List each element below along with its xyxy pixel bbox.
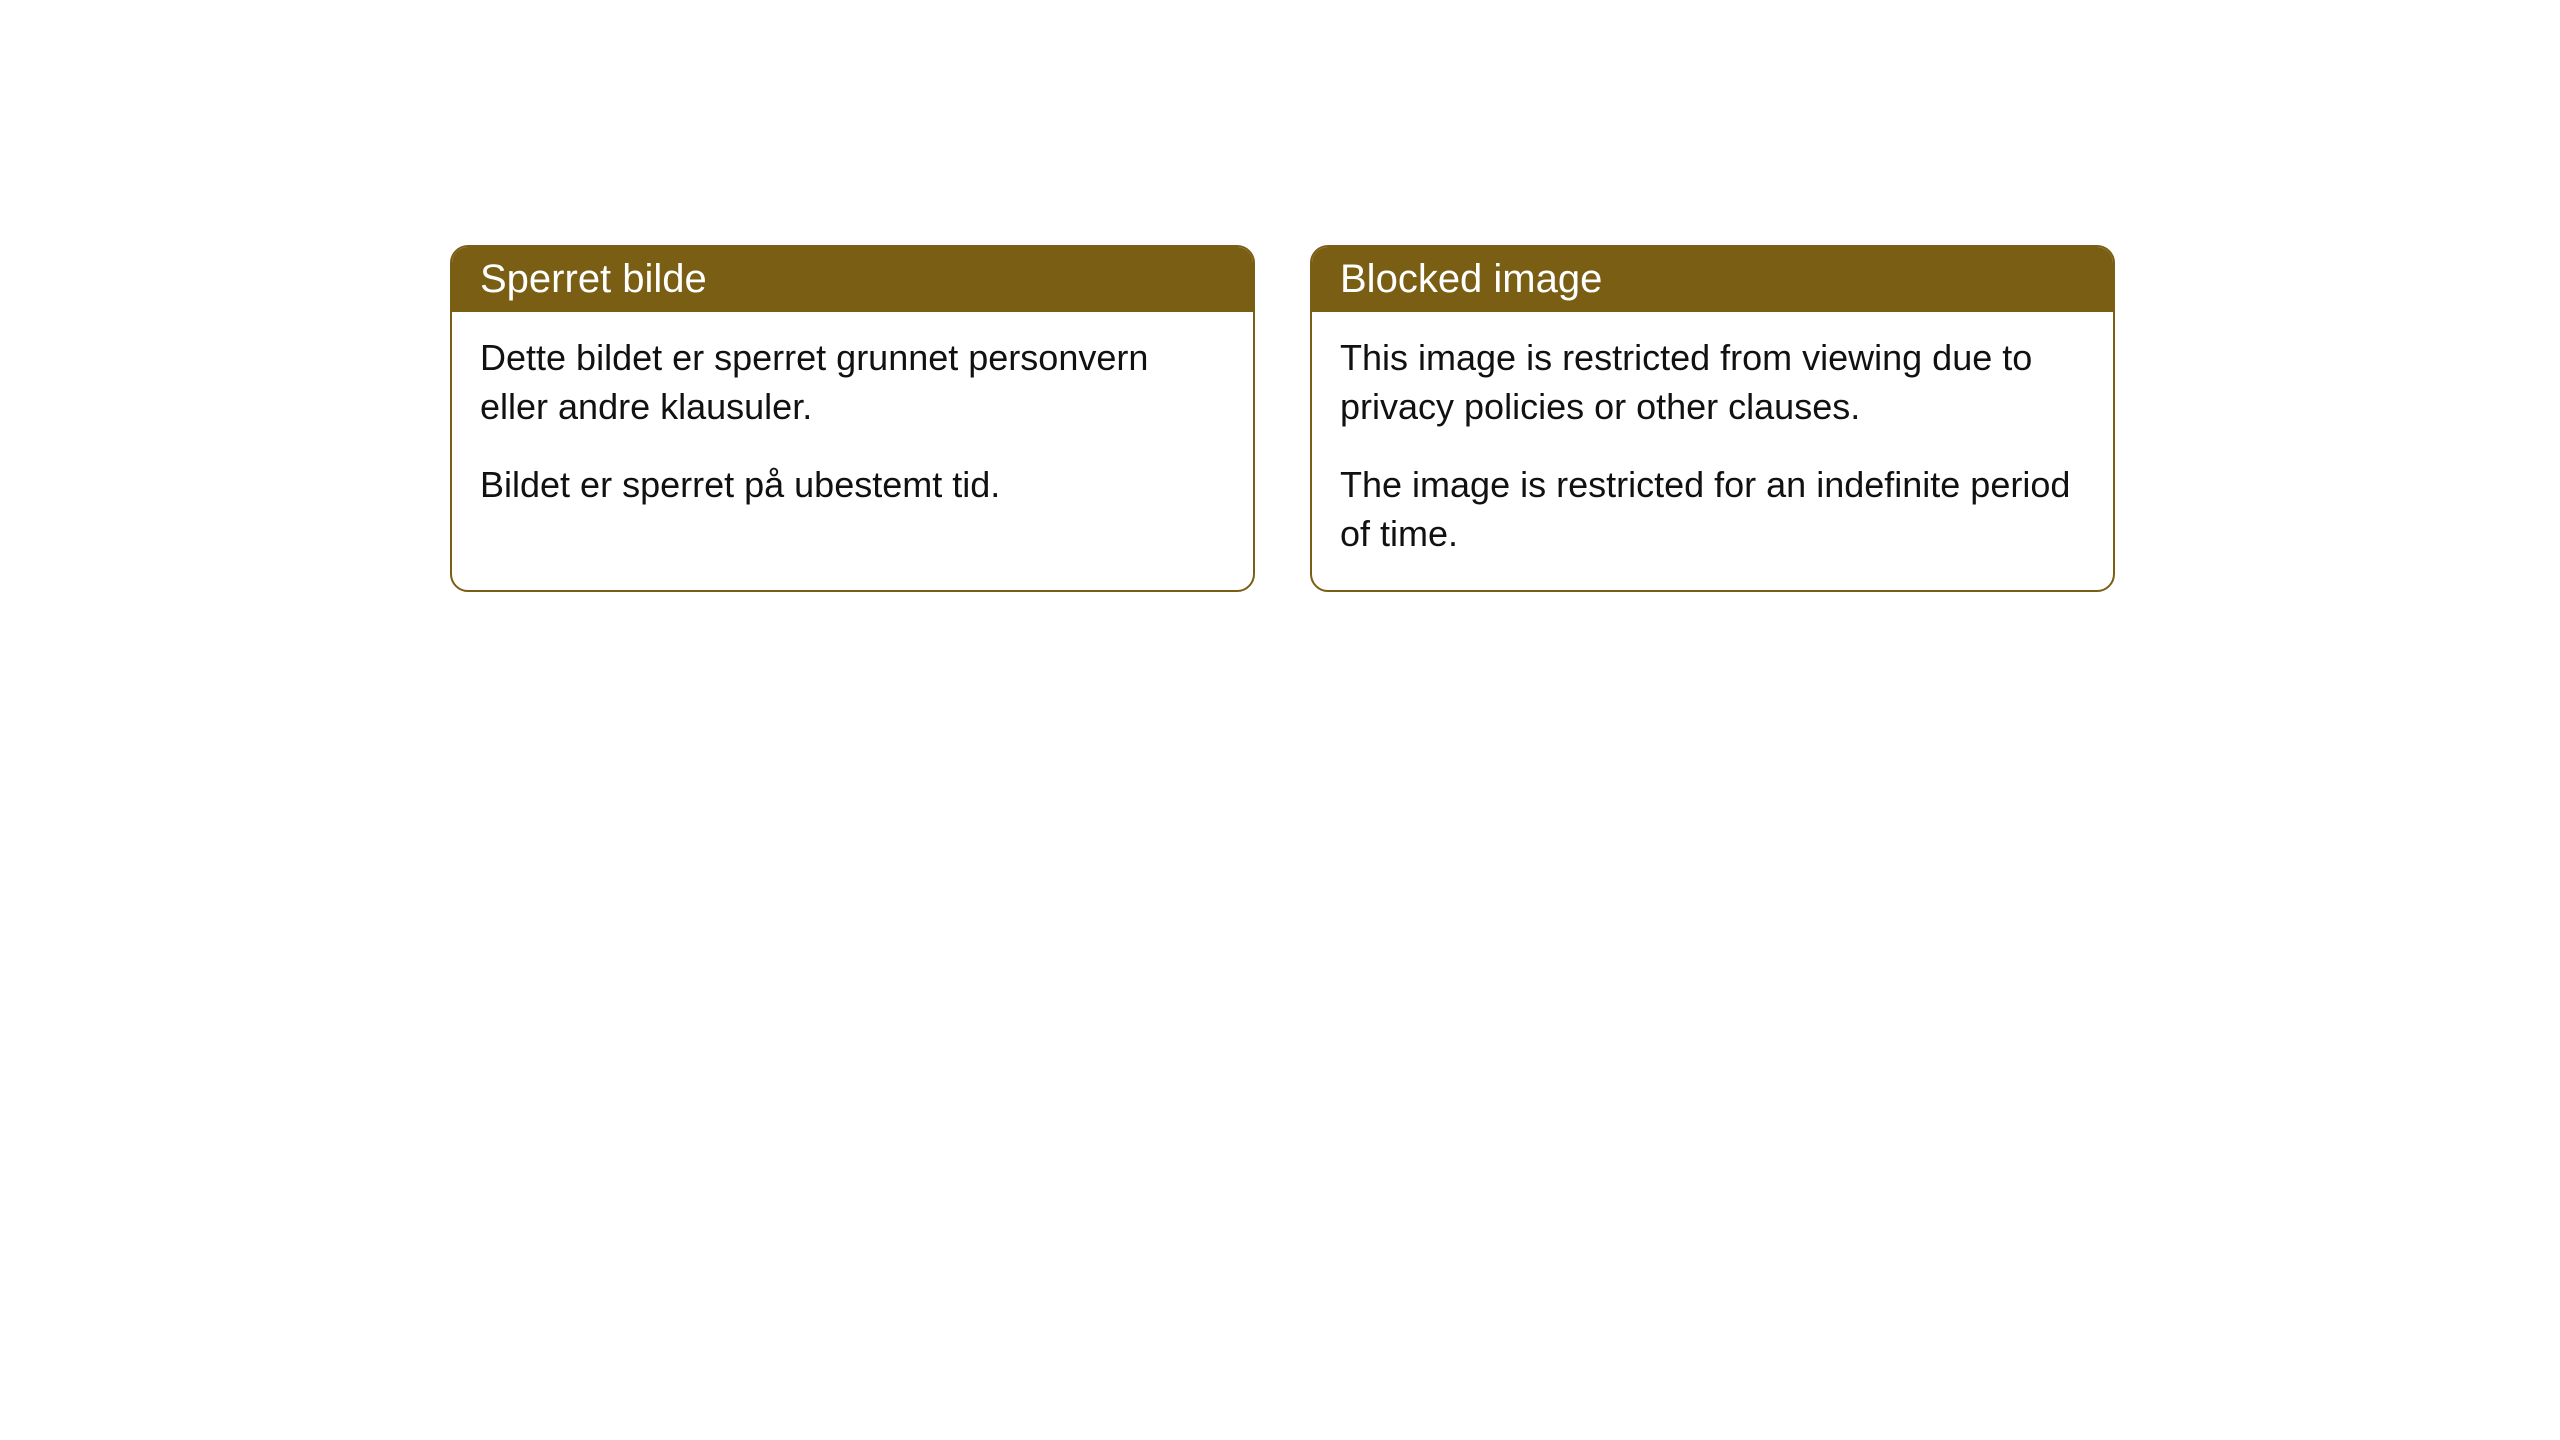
card-paragraph: Dette bildet er sperret grunnet personve… [480, 334, 1225, 431]
card-container: Sperret bilde Dette bildet er sperret gr… [0, 0, 2560, 592]
card-body: This image is restricted from viewing du… [1312, 312, 2113, 590]
card-title: Sperret bilde [452, 247, 1253, 312]
blocked-image-card-norwegian: Sperret bilde Dette bildet er sperret gr… [450, 245, 1255, 592]
card-paragraph: The image is restricted for an indefinit… [1340, 461, 2085, 558]
card-paragraph: This image is restricted from viewing du… [1340, 334, 2085, 431]
card-paragraph: Bildet er sperret på ubestemt tid. [480, 461, 1225, 510]
card-body: Dette bildet er sperret grunnet personve… [452, 312, 1253, 542]
blocked-image-card-english: Blocked image This image is restricted f… [1310, 245, 2115, 592]
card-title: Blocked image [1312, 247, 2113, 312]
